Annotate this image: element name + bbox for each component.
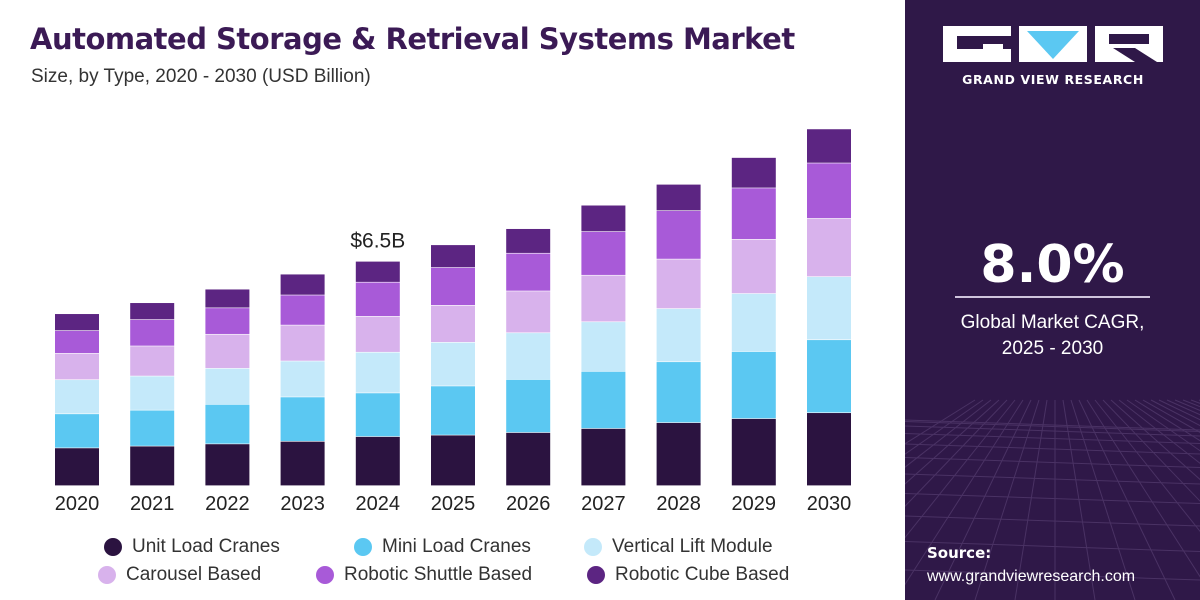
source-link[interactable]: www.grandviewresearch.com	[927, 568, 1136, 585]
bar-segment-carousel-based-2027	[581, 275, 626, 322]
bar-segment-robotic-shuttle-based-2030	[807, 163, 851, 219]
x-tick-label-2027: 2027	[581, 493, 626, 515]
bar-segment-carousel-based-2021	[130, 346, 175, 376]
bar-segment-robotic-shuttle-based-2024	[355, 282, 400, 316]
bar-segment-carousel-based-2020	[55, 353, 99, 380]
bar-segment-unit-load-cranes-2027	[581, 428, 626, 486]
sidebar-panel: GRAND VIEW RESEARCH 8.0% Global Market C…	[905, 0, 1200, 600]
bar-segment-robotic-cube-based-2028	[656, 184, 701, 211]
x-tick-label-2029: 2029	[732, 493, 777, 515]
chart-panel: Automated Storage & Retrieval Systems Ma…	[30, 22, 852, 585]
bar-segment-robotic-cube-based-2030	[807, 129, 851, 163]
gvr-logo: GRAND VIEW RESEARCH	[943, 26, 1163, 87]
bar-segment-unit-load-cranes-2028	[656, 422, 701, 486]
bar-segment-robotic-shuttle-based-2027	[581, 231, 626, 275]
bar-segment-mini-load-cranes-2026	[506, 379, 551, 433]
bar-segment-carousel-based-2025	[431, 305, 475, 343]
bar-segment-robotic-cube-based-2029	[731, 157, 776, 188]
annotation-label-2024: $6.5B	[350, 230, 405, 253]
bar-segment-robotic-shuttle-based-2020	[55, 330, 99, 354]
bar-segment-vertical-lift-module-2022	[205, 368, 250, 404]
bar-segment-vertical-lift-module-2030	[807, 277, 851, 340]
bar-segment-unit-load-cranes-2021	[130, 446, 175, 486]
bar-segment-mini-load-cranes-2028	[656, 362, 701, 423]
bar-segment-robotic-cube-based-2022	[205, 289, 250, 308]
bar-segment-unit-load-cranes-2023	[280, 441, 325, 486]
bar-segment-robotic-shuttle-based-2021	[130, 319, 175, 346]
x-tick-label-2021: 2021	[130, 493, 175, 515]
bar-segment-carousel-based-2023	[280, 325, 325, 361]
decorative-grid	[905, 399, 1200, 600]
cagr-label-line1: Global Market CAGR,	[960, 312, 1145, 333]
bar-segment-unit-load-cranes-2030	[807, 413, 851, 486]
x-tick-label-2022: 2022	[205, 493, 250, 515]
bar-segment-mini-load-cranes-2027	[581, 371, 626, 429]
bar-segment-robotic-cube-based-2024	[355, 261, 400, 282]
bar-segment-carousel-based-2030	[807, 218, 851, 277]
chart-subtitle: Size, by Type, 2020 - 2030 (USD Billion)	[31, 66, 371, 87]
bar-segment-vertical-lift-module-2027	[581, 322, 626, 371]
chart-title: Automated Storage & Retrieval Systems Ma…	[30, 22, 795, 56]
bar-segment-vertical-lift-module-2026	[506, 333, 551, 380]
bar-segment-vertical-lift-module-2020	[55, 380, 99, 414]
bar-segment-vertical-lift-module-2021	[130, 376, 175, 410]
bar-segment-mini-load-cranes-2022	[205, 404, 250, 444]
bar-segment-mini-load-cranes-2021	[130, 410, 175, 446]
cagr-label: Global Market CAGR, 2025 - 2030	[905, 310, 1200, 362]
bar-segment-mini-load-cranes-2029	[731, 351, 776, 419]
bar-segment-robotic-cube-based-2025	[431, 245, 475, 268]
bar-segment-unit-load-cranes-2026	[506, 432, 551, 486]
bar-segment-unit-load-cranes-2022	[205, 444, 250, 486]
cagr-divider	[955, 296, 1150, 298]
cagr-label-line2: 2025 - 2030	[1001, 338, 1104, 359]
bar-segment-robotic-cube-based-2023	[280, 274, 325, 295]
bar-segment-carousel-based-2028	[656, 259, 701, 309]
x-tick-label-2028: 2028	[656, 493, 701, 515]
bar-segment-unit-load-cranes-2029	[731, 418, 776, 486]
bar-segment-carousel-based-2024	[355, 316, 400, 352]
bar-segment-mini-load-cranes-2030	[807, 340, 851, 413]
x-tick-label-2023: 2023	[280, 493, 325, 515]
bar-segment-vertical-lift-module-2029	[731, 293, 776, 352]
x-tick-label-2026: 2026	[506, 493, 551, 515]
bar-segment-carousel-based-2029	[731, 239, 776, 294]
bar-segment-vertical-lift-module-2023	[280, 361, 325, 397]
bar-segment-robotic-shuttle-based-2028	[656, 211, 701, 259]
bar-segment-robotic-cube-based-2020	[55, 314, 99, 331]
bar-segment-robotic-cube-based-2027	[581, 205, 626, 232]
gvr-logo-text: GRAND VIEW RESEARCH	[962, 72, 1144, 87]
bar-segment-carousel-based-2026	[506, 291, 551, 333]
bar-segment-unit-load-cranes-2025	[431, 435, 475, 486]
source-label: Source:	[927, 544, 992, 562]
gvr-logo-mark	[943, 26, 1163, 62]
bar-segment-unit-load-cranes-2020	[55, 448, 99, 486]
bar-segment-mini-load-cranes-2024	[355, 393, 400, 437]
bar-segment-mini-load-cranes-2025	[431, 386, 475, 435]
bar-segment-robotic-shuttle-based-2022	[205, 308, 250, 334]
bar-segment-mini-load-cranes-2023	[280, 397, 325, 442]
x-tick-label-2030: 2030	[807, 493, 852, 515]
cagr-value: 8.0%	[980, 235, 1125, 295]
bar-segment-carousel-based-2022	[205, 334, 250, 369]
stacked-bar-chart: 2020 2021 2022 2023 2024 $6.5B 2025 2026 2027 202…	[55, 129, 852, 515]
bar-segment-vertical-lift-module-2024	[355, 352, 400, 393]
x-tick-label-2020: 2020	[55, 493, 100, 515]
bar-segment-robotic-shuttle-based-2026	[506, 253, 551, 291]
bar-segment-robotic-shuttle-based-2029	[731, 188, 776, 239]
x-tick-label-2025: 2025	[431, 493, 476, 515]
bar-segment-robotic-shuttle-based-2025	[431, 267, 475, 305]
bar-segment-vertical-lift-module-2025	[431, 342, 475, 386]
bar-segment-mini-load-cranes-2020	[55, 414, 99, 448]
bar-segment-unit-load-cranes-2024	[355, 436, 400, 486]
bar-segment-robotic-cube-based-2021	[130, 303, 175, 320]
bar-segment-robotic-cube-based-2026	[506, 228, 551, 253]
bar-segment-robotic-shuttle-based-2023	[280, 295, 325, 325]
x-tick-label-2024: 2024	[356, 493, 401, 515]
bar-segment-vertical-lift-module-2028	[656, 308, 701, 362]
